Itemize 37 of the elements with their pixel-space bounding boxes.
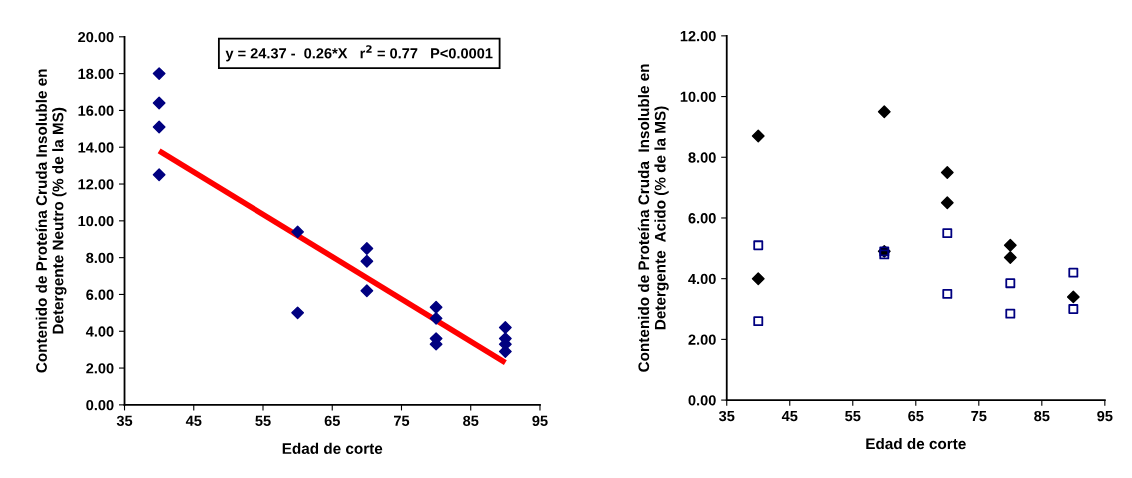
y-tick-label: 14.00 (78, 142, 114, 153)
y-tick-label: 0.00 (688, 395, 716, 406)
y-tick-label: 20.00 (78, 31, 114, 43)
x-tick-label: 95 (532, 415, 548, 426)
y-tick-label: 0.00 (86, 399, 114, 411)
x-tick-label: 55 (255, 415, 271, 426)
x-tick-label: 45 (185, 415, 202, 426)
y-tick-label: 18.00 (78, 68, 114, 80)
x-tick-label: 65 (908, 410, 924, 422)
y-tick-label: 6.00 (688, 213, 716, 224)
annotation: y = 24.37 - 0.26*X r$^{2}$ = 0.77 P<0.0001 (225, 45, 493, 62)
x-tick-label: 55 (845, 411, 861, 422)
y-tick-label: 4.00 (85, 326, 114, 337)
y-tick-label: 8.00 (688, 152, 716, 163)
x-tick-label: 65 (324, 415, 340, 426)
y-axis-title: Contenido de Proteína Cruda Insoluble en Detergente Acido (% de la MS) (637, 64, 669, 372)
y-tick-label: 10.00 (680, 91, 716, 102)
x-tick-label: 35 (116, 415, 133, 427)
y-tick-label: 4.00 (688, 273, 716, 285)
y-tick-label: 6.00 (86, 289, 114, 300)
x-tick-label: 45 (781, 411, 798, 422)
x-tick-label: 35 (718, 410, 735, 422)
y-tick-label: 16.00 (78, 105, 114, 116)
x-tick-label: 85 (1034, 410, 1050, 422)
y-tick-label: 2.00 (86, 363, 114, 374)
y-tick-label: 10.00 (78, 215, 114, 227)
y-tick-label: 2.00 (688, 334, 716, 345)
x-axis-title: Edad de corte (282, 442, 383, 454)
x-tick-label: 75 (971, 411, 987, 422)
x-tick-label: 85 (463, 415, 479, 426)
y-tick-label: 12.00 (78, 179, 114, 190)
y-tick-label: 8.00 (86, 252, 114, 264)
x-tick-label: 95 (1097, 410, 1113, 422)
x-axis-title: Edad de corte (866, 437, 966, 450)
y-axis-title: Contenido de Proteína Cruda Insoluble en Detergente Neutro (% de la MS) (35, 69, 67, 373)
x-tick-label: 75 (394, 415, 410, 426)
y-tick-label: 12.00 (680, 30, 716, 42)
